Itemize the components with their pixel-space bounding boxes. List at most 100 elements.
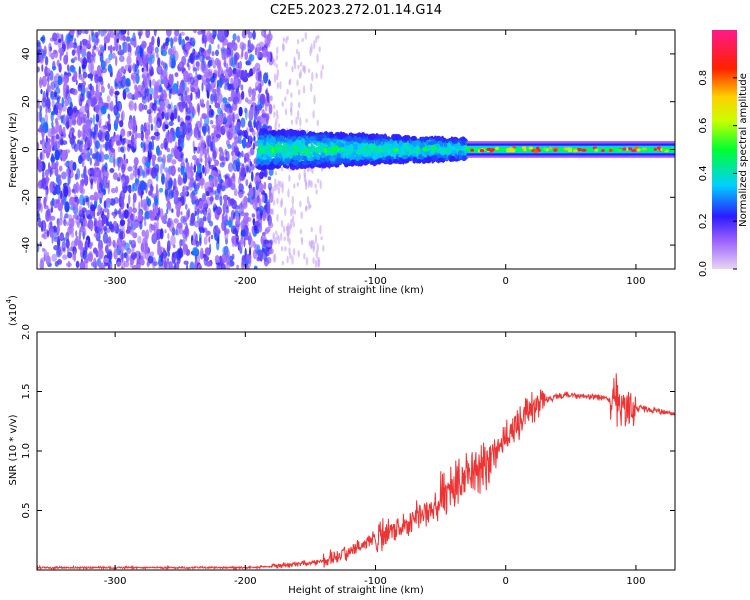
noise-cell	[107, 122, 111, 132]
noise-cell	[131, 243, 135, 256]
signal-cell	[311, 161, 316, 167]
noise-cell	[246, 264, 250, 269]
noise-cell	[37, 128, 44, 133]
noise-cell	[130, 72, 137, 81]
noise-cell	[81, 188, 85, 195]
noise-cell	[87, 73, 94, 79]
noise-cell	[88, 34, 91, 45]
noise-cell	[154, 195, 158, 206]
noise-cell	[318, 46, 321, 53]
signal-cell	[309, 136, 315, 142]
noise-cell	[190, 212, 196, 224]
noise-cell	[197, 92, 200, 99]
noise-cell	[153, 30, 157, 37]
noise-cell	[46, 68, 51, 74]
noise-cell	[64, 98, 70, 107]
noise-cell	[143, 216, 146, 222]
noise-cell	[159, 228, 164, 240]
noise-cell	[184, 229, 188, 242]
noise-cell	[67, 94, 70, 100]
noise-cell	[126, 92, 133, 99]
noise-cell	[44, 56, 49, 66]
signal-cell	[329, 149, 334, 154]
noise-cell	[183, 70, 189, 79]
noise-cell	[180, 31, 185, 36]
noise-cell	[144, 104, 148, 111]
noise-cell	[201, 113, 207, 120]
noise-cell	[233, 52, 240, 61]
noise-cell	[40, 203, 43, 213]
noise-cell	[100, 187, 106, 193]
spectrogram-heatmap	[37, 30, 675, 269]
noise-cell	[37, 141, 40, 151]
noise-cell	[226, 114, 233, 126]
noise-cell	[141, 190, 144, 195]
noise-cell	[134, 90, 139, 100]
noise-cell	[232, 235, 235, 248]
noise-cell	[103, 257, 110, 263]
noise-cell	[53, 236, 59, 242]
noise-cell	[258, 182, 264, 193]
noise-cell	[218, 173, 222, 184]
noise-cell	[85, 149, 90, 162]
noise-cell	[152, 261, 159, 266]
noise-cell	[258, 115, 262, 125]
signal-cell	[291, 129, 295, 137]
noise-cell	[224, 123, 230, 128]
noise-cell	[209, 177, 214, 188]
noise-cell	[37, 201, 41, 212]
noise-cell	[281, 260, 285, 266]
signal-cell	[323, 144, 329, 148]
noise-cell	[211, 51, 215, 57]
noise-cell	[156, 117, 162, 129]
noise-cell	[94, 152, 100, 164]
noise-cell	[218, 30, 224, 35]
noise-cell	[154, 213, 159, 221]
noise-cell	[41, 64, 44, 72]
noise-cell	[161, 173, 165, 185]
noise-cell	[305, 205, 308, 211]
noise-cell	[75, 214, 80, 226]
noise-cell	[58, 124, 63, 136]
noise-cell	[109, 44, 113, 55]
noise-cell	[263, 33, 267, 39]
noise-cell	[73, 70, 78, 81]
signal-cell	[288, 163, 294, 167]
noise-cell	[148, 141, 153, 151]
noise-cell	[240, 54, 243, 60]
signal-cell	[361, 149, 367, 156]
signal-cell	[425, 156, 432, 164]
noise-cell	[107, 208, 110, 220]
noise-cell	[273, 104, 276, 110]
noise-cell	[102, 214, 107, 225]
signal-cell	[290, 147, 296, 152]
noise-cell	[37, 212, 41, 221]
noise-cell	[53, 202, 59, 209]
noise-cell	[51, 141, 54, 149]
noise-cell	[242, 137, 247, 149]
noise-cell	[315, 72, 318, 79]
noise-cell	[192, 154, 197, 161]
noise-cell	[208, 236, 211, 243]
signal-cell	[344, 149, 350, 156]
signal-cell	[381, 145, 387, 151]
noise-cell	[301, 37, 304, 43]
noise-cell	[299, 69, 302, 78]
signal-cell	[323, 147, 328, 153]
noise-cell	[174, 72, 179, 78]
noise-cell	[221, 253, 227, 264]
noise-cell	[82, 152, 87, 161]
noise-cell	[104, 245, 109, 254]
noise-cell	[199, 116, 203, 129]
signal-cell	[308, 163, 313, 167]
noise-cell	[251, 95, 256, 102]
signal-cell	[278, 152, 282, 160]
signal-cell	[454, 138, 458, 144]
noise-cell	[80, 30, 87, 34]
noise-cell	[192, 48, 196, 55]
noise-cell	[268, 168, 274, 176]
noise-cell	[315, 189, 318, 195]
noise-cell	[200, 64, 205, 73]
noise-cell	[72, 183, 77, 195]
noise-cell	[201, 98, 204, 107]
